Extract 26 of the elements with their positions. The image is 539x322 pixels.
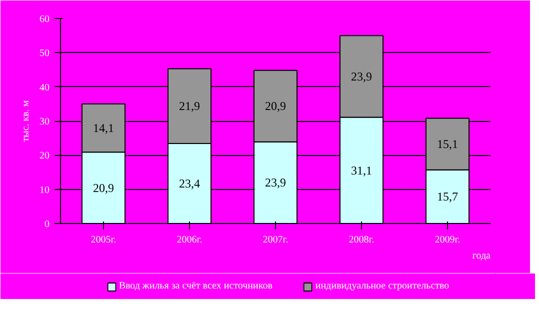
y-axis-title: тыс. кв. м: [20, 100, 32, 142]
x-tick-label: 2008г.: [348, 234, 374, 246]
data-label: 23,9: [351, 69, 372, 84]
x-tick-label: 2005г.: [90, 234, 116, 246]
x-axis-title: года: [472, 250, 492, 262]
legend-label: Ввод жилья за счёт всех источников: [118, 280, 272, 292]
x-tick-label: 2006г.: [176, 234, 202, 246]
data-label: 20,9: [93, 180, 114, 195]
data-label: 31,1: [351, 163, 372, 178]
y-tick-label: 0: [44, 219, 50, 230]
legend-label: индивидуальное строительство: [315, 280, 450, 292]
data-label: 15,1: [437, 137, 458, 152]
data-label: 21,9: [179, 99, 200, 114]
y-tick-label: 20: [40, 150, 50, 162]
x-tick-label: 2009г.: [434, 234, 460, 246]
data-label: 23,4: [179, 176, 200, 191]
y-tick-label: 50: [40, 48, 50, 60]
data-label: 14,1: [93, 121, 114, 136]
data-label: 15,7: [437, 190, 458, 204]
x-tick-label: 2007г.: [262, 234, 288, 246]
y-tick-label: 30: [40, 116, 50, 128]
y-tick-label: 10: [40, 184, 50, 196]
data-label: 23,9: [265, 176, 286, 190]
y-tick-label: 60: [40, 14, 50, 25]
y-tick-label: 40: [40, 82, 50, 94]
data-label: 20,9: [265, 99, 286, 114]
